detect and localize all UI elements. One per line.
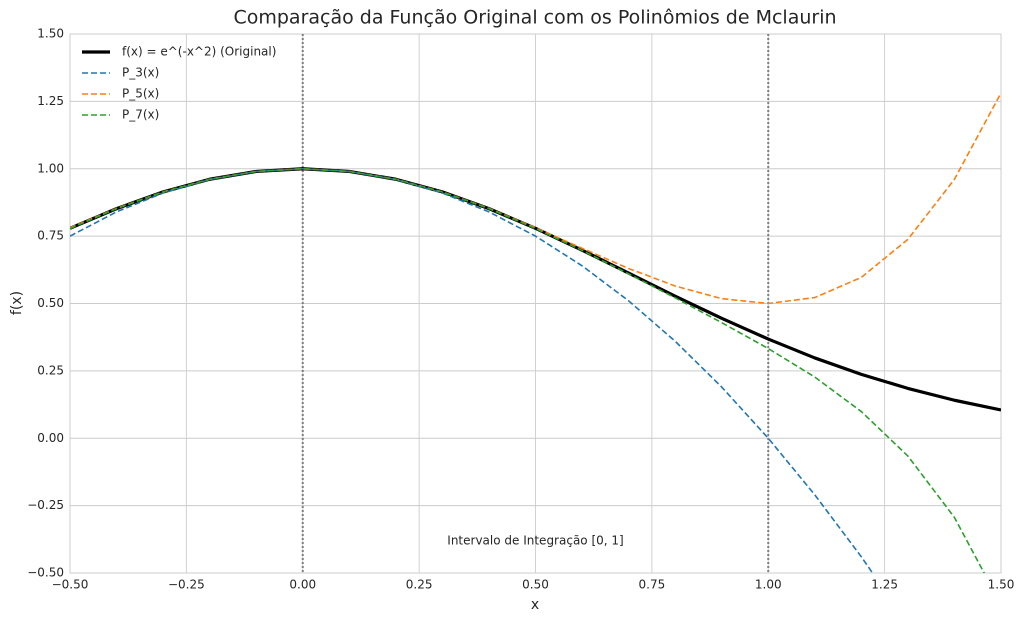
y-axis-label: f(x): [9, 291, 25, 315]
y-tick-label: 1.50: [37, 27, 64, 41]
x-tick-label: 0.00: [289, 578, 316, 592]
x-tick-label: 1.00: [755, 578, 782, 592]
x-tick-label: 0.50: [522, 578, 549, 592]
x-tick-label: 1.25: [871, 578, 898, 592]
annotation: Intervalo de Integração [0, 1]: [447, 534, 623, 548]
y-tick-label: 0.50: [37, 296, 64, 310]
y-tick-label: 0.25: [37, 363, 64, 377]
x-tick-label: 1.50: [988, 578, 1015, 592]
plot-area: [70, 34, 1001, 573]
x-tick-label: −0.25: [168, 578, 205, 592]
x-tick-label: −0.50: [52, 578, 89, 592]
x-tick-label: 0.75: [639, 578, 666, 592]
x-axis-label: x: [531, 597, 539, 613]
legend-label: P_3(x): [122, 66, 159, 80]
chart-title: Comparação da Função Original com os Pol…: [233, 7, 836, 29]
y-tick-label: 1.25: [37, 94, 64, 108]
y-tick-label: 1.00: [37, 161, 64, 175]
y-tick-label: 0.75: [37, 229, 64, 243]
y-tick-label: −0.50: [27, 566, 64, 580]
legend-label: P_5(x): [122, 87, 159, 101]
legend-label: P_7(x): [122, 108, 159, 122]
plot-frame: [69, 33, 1002, 574]
y-tick-label: −0.25: [27, 498, 64, 512]
series-line: [70, 167, 986, 573]
legend-label: f(x) = e^(-x^2) (Original): [122, 45, 276, 59]
y-tick-label: 0.00: [37, 431, 64, 445]
x-tick-label: 0.25: [406, 578, 433, 592]
